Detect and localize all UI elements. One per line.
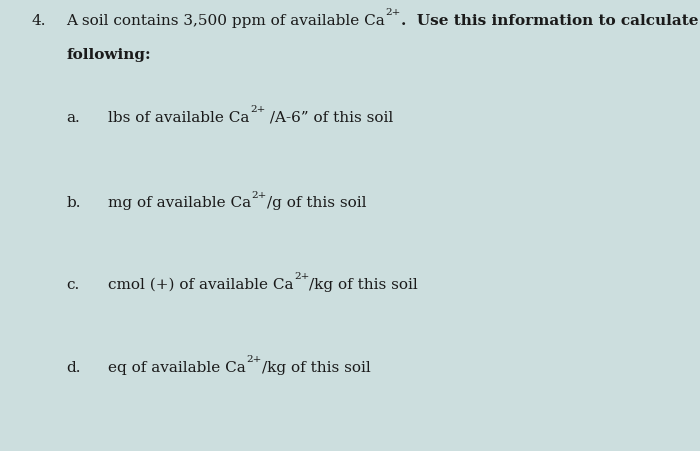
Text: 2+: 2+ xyxy=(294,272,309,281)
Text: b.: b. xyxy=(66,197,81,211)
Text: A soil contains 3,500 ppm of available Ca: A soil contains 3,500 ppm of available C… xyxy=(66,14,385,28)
Text: /kg of this soil: /kg of this soil xyxy=(262,361,370,375)
Text: lbs of available Ca: lbs of available Ca xyxy=(108,111,250,125)
Text: d.: d. xyxy=(66,361,81,375)
Text: 4.: 4. xyxy=(32,14,46,28)
Text: following:: following: xyxy=(66,48,151,62)
Text: a.: a. xyxy=(66,111,80,125)
Text: /kg of this soil: /kg of this soil xyxy=(309,278,418,292)
Text: c.: c. xyxy=(66,278,80,292)
Text: 2+: 2+ xyxy=(250,105,265,114)
Text: 2+: 2+ xyxy=(251,190,267,199)
Text: eq of available Ca: eq of available Ca xyxy=(108,361,246,375)
Text: /g of this soil: /g of this soil xyxy=(267,197,367,211)
Text: 2+: 2+ xyxy=(385,8,400,17)
Text: .  Use this information to calculate the: . Use this information to calculate the xyxy=(400,14,700,28)
Text: cmol (+) of available Ca: cmol (+) of available Ca xyxy=(108,278,294,292)
Text: mg of available Ca: mg of available Ca xyxy=(108,197,251,211)
Text: /A-6” of this soil: /A-6” of this soil xyxy=(265,111,393,125)
Text: 2+: 2+ xyxy=(246,355,262,364)
